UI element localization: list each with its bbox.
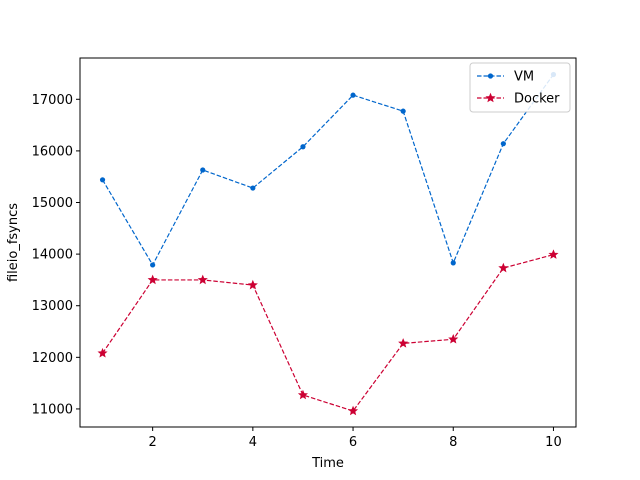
y-axis-label: fileio_fsyncs — [6, 203, 21, 282]
y-tick-label: 16000 — [32, 144, 73, 159]
y-tick-label: 12000 — [32, 351, 73, 366]
y-tick-label: 15000 — [32, 196, 73, 211]
data-point-vm — [500, 141, 506, 147]
data-point-docker — [197, 274, 208, 285]
data-point-docker — [147, 274, 158, 285]
series-line-docker — [102, 254, 554, 412]
legend-label-docker: Docker — [514, 92, 560, 107]
data-point-vm — [250, 185, 256, 191]
x-tick-label: 6 — [349, 435, 357, 450]
data-point-docker — [398, 338, 409, 348]
data-point-vm — [400, 108, 406, 114]
series-line-vm — [102, 74, 554, 267]
data-point-vm — [450, 260, 456, 266]
data-point-docker — [348, 405, 359, 416]
data-point-docker — [247, 279, 258, 290]
legend-box — [469, 62, 571, 113]
data-point-vm — [200, 167, 206, 173]
legend-label-vm: VM — [514, 70, 534, 85]
x-tick-label: 4 — [249, 435, 257, 450]
y-tick-label: 14000 — [32, 248, 73, 263]
x-tick-label: 10 — [545, 435, 562, 450]
plot-area — [97, 71, 559, 416]
data-point-docker — [498, 262, 509, 273]
y-tick-label: 13000 — [32, 299, 73, 314]
data-point-vm — [99, 177, 106, 183]
data-point-vm — [300, 144, 306, 150]
y-tick-label: 11000 — [32, 402, 73, 417]
data-point-docker — [548, 249, 559, 259]
x-axis-label: Time — [311, 456, 344, 471]
x-tick-label: 2 — [149, 435, 157, 450]
legend-marker-vm — [487, 73, 494, 79]
data-point-vm — [150, 262, 156, 268]
legend: VM Docker — [469, 62, 571, 113]
axes: 2 4 6 8 10 11000 12000 13000 14000 15000 16000 1700… — [32, 93, 562, 450]
legend-marker-docker — [485, 92, 496, 103]
data-point-docker — [97, 347, 108, 358]
plot-frame — [79, 57, 577, 428]
data-point-vm — [350, 92, 356, 98]
y-tick-label: 17000 — [32, 93, 73, 108]
x-tick-label: 8 — [449, 435, 457, 450]
data-point-docker — [448, 333, 459, 344]
data-point-docker — [297, 389, 308, 400]
